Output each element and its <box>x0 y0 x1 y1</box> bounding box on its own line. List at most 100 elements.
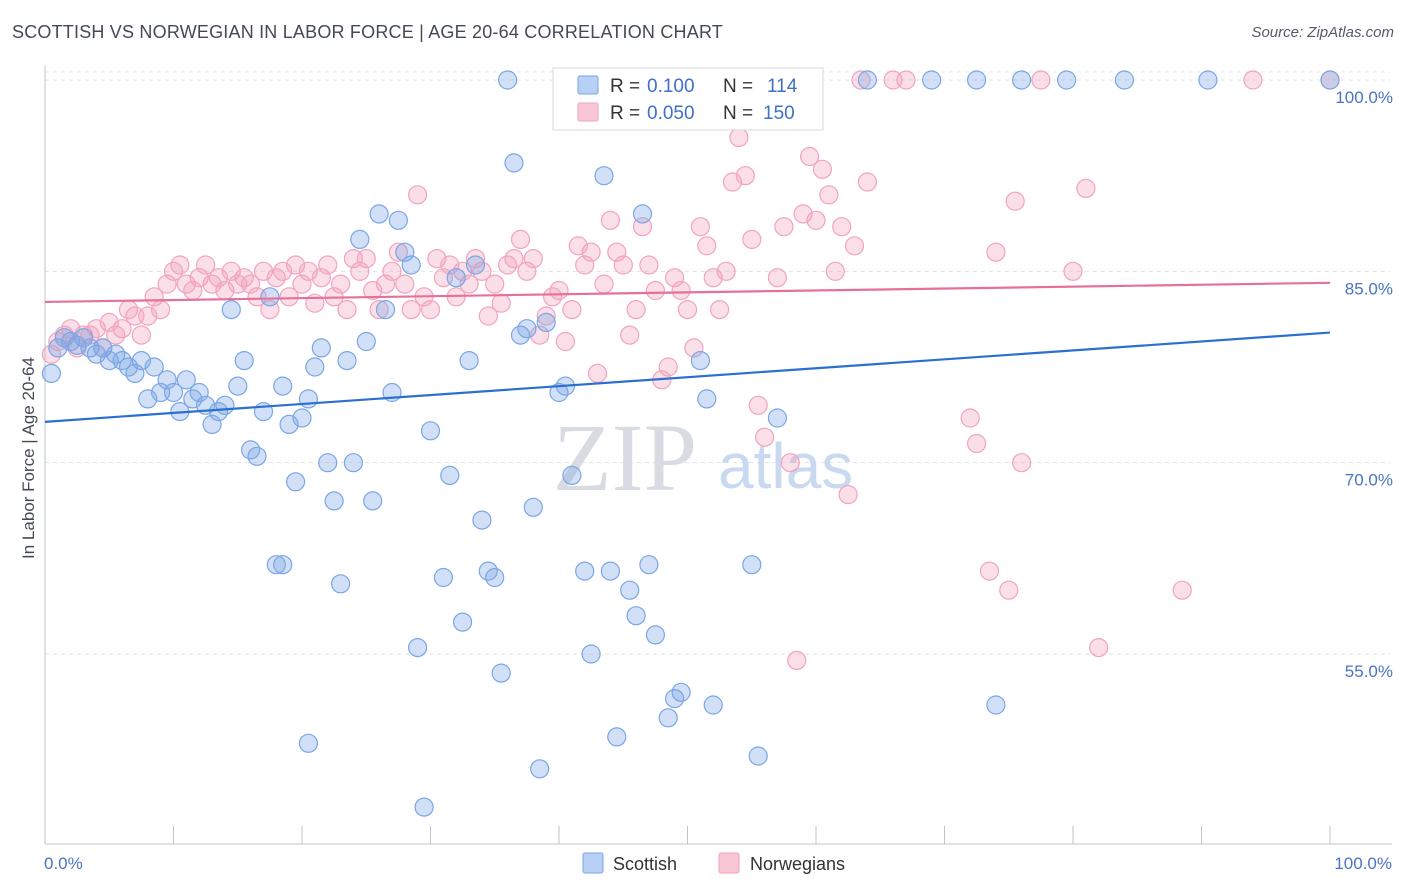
scottish-point <box>414 797 434 817</box>
norwegians-point <box>729 127 749 147</box>
bottom-legend-norwegians: Norwegians <box>750 854 845 874</box>
scottish-point <box>234 351 254 371</box>
chart-title: SCOTTISH VS NORWEGIAN IN LABOR FORCE | A… <box>12 22 724 42</box>
scottish-point <box>228 376 248 396</box>
legend-n-scottish: 114 <box>767 76 798 97</box>
scottish-point <box>581 644 601 664</box>
scottish-points <box>41 70 1340 817</box>
norwegians-point <box>369 300 389 320</box>
scottish-point <box>697 389 717 409</box>
norwegians-point <box>170 255 190 275</box>
y-tick-label: 70.0% <box>1345 471 1393 490</box>
axes <box>44 66 1392 845</box>
norwegians-point <box>517 261 537 281</box>
scottish-point <box>594 166 614 186</box>
norwegians-point <box>806 210 826 230</box>
norwegians-point <box>485 274 505 294</box>
norwegians-points <box>41 70 1340 671</box>
scottish-point <box>298 733 318 753</box>
scottish-point <box>575 561 595 581</box>
y-tick-label: 55.0% <box>1345 662 1393 681</box>
norwegians-point <box>639 255 659 275</box>
norwegians-point <box>697 236 717 256</box>
scottish-point <box>632 204 653 224</box>
legend-swatch-norwegians <box>577 102 599 122</box>
norwegians-point <box>851 70 871 90</box>
scottish-point <box>703 695 723 715</box>
norwegians-point <box>690 217 711 237</box>
norwegians-point <box>420 300 441 320</box>
scottish-point <box>986 695 1006 715</box>
norwegians-point <box>799 146 820 167</box>
norwegians-point <box>112 319 132 339</box>
scottish-point <box>472 510 492 530</box>
y-tick-labels: 100.0% 85.0% 70.0% 55.0% <box>1335 88 1393 681</box>
scottish-point <box>337 351 357 371</box>
norwegians-point <box>857 172 878 192</box>
norwegians-point <box>966 433 987 454</box>
norwegians-point <box>318 255 338 275</box>
x-tick-min: 0.0% <box>44 854 83 873</box>
norwegians-point <box>1005 191 1025 211</box>
norwegians-point <box>1011 453 1032 473</box>
norwegians-point <box>594 274 614 294</box>
scottish-point <box>292 408 312 428</box>
norwegians-point <box>819 185 839 205</box>
scottish-point <box>215 395 235 415</box>
watermark: ZIP atlas <box>553 404 853 511</box>
norwegians-point <box>523 249 543 269</box>
legend-r-norwegians: 0.050 <box>647 103 695 124</box>
scottish-point <box>658 708 678 728</box>
norwegians-point <box>620 325 640 345</box>
scottish-point <box>331 574 351 594</box>
scottish-point <box>485 567 505 588</box>
scottish-point <box>1056 70 1077 90</box>
scottish-point <box>273 555 293 575</box>
scottish-trend-line <box>44 331 1331 423</box>
scottish-point <box>343 453 363 473</box>
y-axis-label: In Labor Force | Age 20-64 <box>19 357 38 559</box>
norwegians-point <box>510 229 531 249</box>
norwegians-point <box>774 217 794 237</box>
norwegians-point <box>536 306 556 326</box>
norwegians-point <box>1089 637 1109 658</box>
scottish-point <box>966 70 987 90</box>
norwegians-point <box>555 331 576 352</box>
scottish-point <box>453 612 473 632</box>
norwegians-point <box>986 242 1006 262</box>
norwegians-point <box>844 236 865 256</box>
norwegians-point <box>196 255 216 275</box>
norwegians-point <box>709 300 730 320</box>
norwegians-point <box>356 249 376 269</box>
norwegians-point <box>716 261 736 281</box>
scottish-point <box>562 465 582 485</box>
scottish-point <box>157 370 177 390</box>
norwegians-point <box>767 268 788 288</box>
norwegians-point <box>401 300 421 320</box>
legend: R = 0.100 N = 114 R = 0.050 N = 150 <box>552 67 824 131</box>
norwegians-point <box>478 306 498 326</box>
norwegians-point <box>408 185 428 205</box>
norwegians-point <box>279 287 299 307</box>
norwegians-point <box>999 580 1019 600</box>
scottish-point <box>1114 70 1135 90</box>
scottish-point <box>446 268 466 288</box>
scottish-point <box>498 70 518 90</box>
legend-r-label-norwegians: R = <box>610 103 640 124</box>
scottish-point <box>318 453 338 473</box>
norwegians-point <box>748 395 768 415</box>
scottish-point <box>767 408 788 428</box>
norwegians-point <box>613 255 633 275</box>
norwegians-point <box>241 274 261 294</box>
watermark-atlas: atlas <box>718 430 853 502</box>
scottish-point <box>420 421 441 441</box>
norwegians-point <box>504 249 524 269</box>
legend-n-label-scottish: N = <box>723 76 753 97</box>
scottish-point <box>1320 70 1340 90</box>
norwegians-point <box>465 249 486 269</box>
scottish-point <box>369 204 389 224</box>
scottish-point <box>273 376 293 396</box>
norwegians-point <box>896 70 916 90</box>
norwegians-point <box>1243 70 1263 90</box>
